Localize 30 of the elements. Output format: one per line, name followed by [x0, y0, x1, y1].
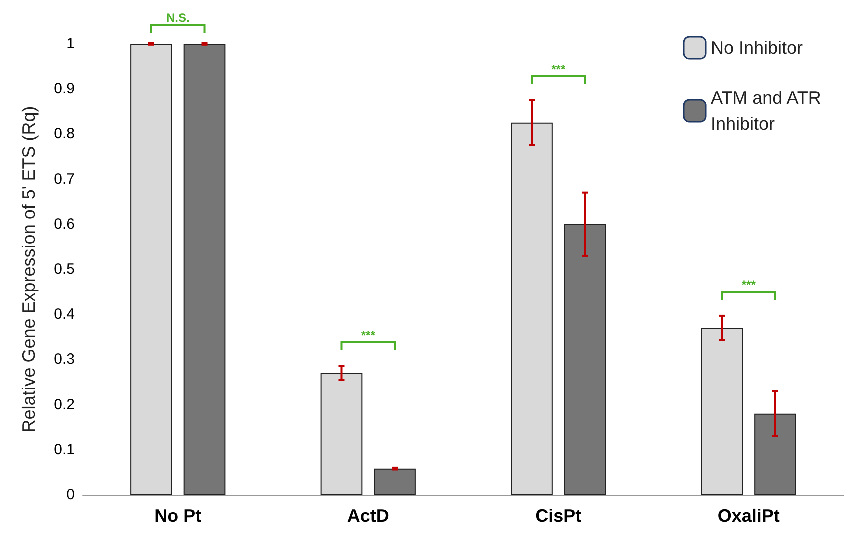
y-tick-label: 0.5 [54, 261, 75, 278]
legend-label: ATM and ATR Inhibitor [711, 88, 826, 134]
y-tick-label: 0.7 [54, 170, 75, 188]
bar [320, 373, 363, 495]
bar [374, 468, 416, 495]
bar [564, 224, 606, 495]
y-tick-label: 0.1 [54, 441, 75, 458]
x-tick-label: OxaliPt [718, 506, 780, 526]
y-tick-label: 0.4 [54, 306, 75, 324]
annotation: *** [552, 62, 566, 76]
x-tick-label: ActD [347, 506, 390, 526]
x-tick-label: CisPt [536, 506, 582, 526]
y-axis-title: Relative Gene Expression of 5' ETS (Rq) [19, 106, 39, 433]
text: N.S. [166, 11, 190, 26]
y-tick-label: 0 [66, 486, 75, 504]
y-tick-label: 0.8 [54, 126, 75, 143]
annotation: *** [361, 328, 376, 342]
legend-label: No Inhibitor [711, 38, 804, 58]
bar [701, 328, 744, 495]
bar [754, 414, 796, 495]
bar [511, 122, 553, 495]
y-tick-label: 0.2 [54, 396, 75, 414]
y-tick-label: 1 [66, 36, 75, 52]
annotation: *** [742, 278, 756, 292]
bar [130, 44, 172, 495]
y-tick-label: 0.3 [54, 351, 75, 368]
y-tick-label: 0.6 [54, 216, 75, 233]
y-tick-label: 0.9 [54, 80, 75, 98]
bar [184, 44, 226, 495]
x-tick-label: No Pt [154, 506, 202, 526]
